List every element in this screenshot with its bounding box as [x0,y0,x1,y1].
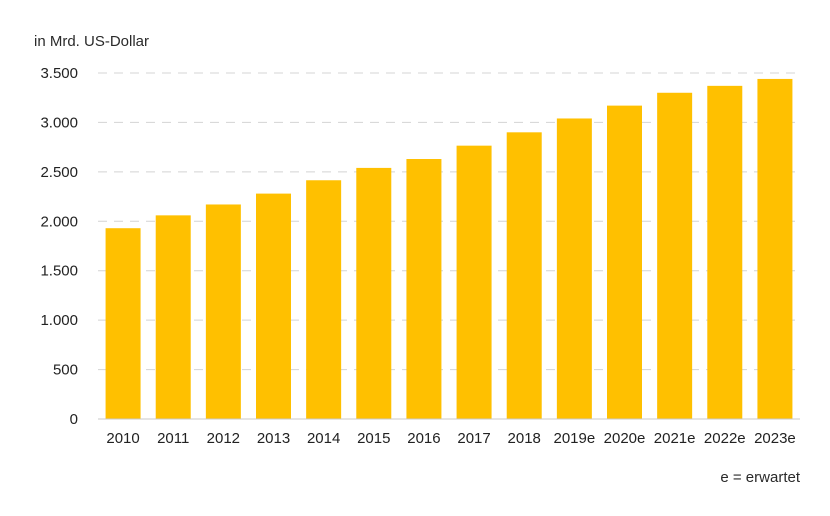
x-tick-label: 2021e [654,430,696,447]
y-tick-label: 2.000 [40,213,78,230]
gridlines [98,72,800,371]
x-tick-label: 2016 [407,430,440,447]
bar-2020e [607,105,642,419]
x-tick-label: 2023e [754,430,796,447]
bar-2013 [256,193,291,419]
bar-2011 [155,215,191,419]
bar-2018 [506,132,542,420]
x-tick-label: 2018 [508,430,541,447]
bars [105,78,793,420]
bar-2017 [456,145,492,419]
bar-2015 [356,167,392,419]
y-tick-label: 3.500 [40,65,78,82]
x-tick-label: 2015 [357,430,390,447]
y-tick-label: 3.000 [40,114,78,131]
x-tick-label: 2013 [257,430,290,447]
y-axis-unit-label: in Mrd. US-Dollar [34,33,150,50]
x-axis-ticks: 2010 2011 2012 2013 2014 2015 2016 2017 2018 2019… [106,430,795,447]
bar-2016 [406,159,442,419]
y-axis-ticks: 0 500 1.000 1.500 2.000 2.500 3.000 3.500 [40,65,78,428]
x-tick-label: 2012 [207,430,240,447]
x-tick-label: 2019e [553,430,595,447]
y-tick-label: 0 [70,411,78,428]
bar-2021e [657,92,693,420]
bar-2010 [105,228,141,419]
y-tick-label: 2.500 [40,164,78,181]
y-tick-label: 500 [53,362,78,379]
x-tick-label: 2011 [157,430,189,447]
bar-2022e [707,85,743,419]
y-tick-label: 1.500 [40,263,78,280]
bar-2023e [757,78,793,419]
bar-2019e [556,118,592,419]
x-tick-label: 2022e [704,430,746,447]
footnote: e = erwartet [720,469,800,486]
x-tick-label: 2014 [307,430,340,447]
bar-2012 [205,204,241,419]
x-tick-label: 2020e [604,430,646,447]
bar-2014 [306,180,342,419]
x-tick-label: 2017 [457,430,490,447]
x-tick-label: 2010 [106,430,139,447]
y-tick-label: 1.000 [40,312,78,329]
